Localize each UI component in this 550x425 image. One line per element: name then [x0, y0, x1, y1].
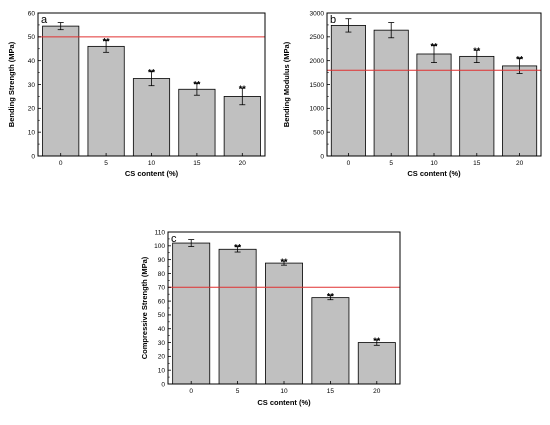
y-tick-label: 0 [161, 381, 165, 388]
bar [330, 24, 366, 157]
y-axis-title: Compressive Strength (MPa) [140, 256, 149, 359]
significance-marker: ** [430, 41, 438, 51]
significance-marker: ** [373, 336, 381, 346]
y-tick-label: 80 [158, 271, 166, 278]
y-tick-label: 40 [28, 58, 36, 65]
x-tick-label: 0 [347, 160, 351, 167]
y-tick-label: 10 [158, 367, 166, 374]
y-tick-label: 2500 [310, 34, 325, 41]
panel-c: ** ** ** ** 0 10 20 30 40 50 60 70 80 90 100 110 0 5 10 15 2… [140, 229, 401, 407]
y-tick-label: 110 [155, 229, 166, 236]
x-tick-label: 10 [430, 160, 438, 167]
y-tick-label: 20 [28, 106, 36, 113]
bar [178, 88, 216, 157]
y-tick-label: 0 [320, 153, 324, 160]
x-tick-label: 0 [189, 388, 193, 395]
x-tick-label: 5 [236, 388, 240, 395]
bar [311, 297, 350, 385]
y-tick-label: 60 [28, 10, 36, 17]
x-tick-label: 15 [327, 388, 335, 395]
y-tick-label: 50 [28, 34, 36, 41]
y-tick-label: 1500 [310, 82, 325, 89]
y-tick-label: 60 [158, 298, 166, 305]
significance-marker: ** [239, 84, 247, 94]
x-axis-title: CS content (%) [125, 169, 179, 178]
y-tick-label: 30 [28, 82, 36, 89]
significance-marker: ** [103, 36, 111, 46]
panel-b: ** ** ** 0 500 1000 1500 2000 2500 3000 0 5 10 15 20 CS… [282, 10, 542, 178]
x-tick-label: 20 [516, 160, 524, 167]
y-tick-label: 1000 [310, 106, 325, 113]
bar [223, 96, 261, 157]
bar [502, 65, 538, 157]
x-tick-label: 10 [280, 388, 288, 395]
y-tick-label: 40 [158, 326, 166, 333]
bar [218, 248, 257, 385]
x-tick-label: 0 [59, 160, 63, 167]
significance-marker: ** [148, 67, 156, 77]
significance-marker: ** [280, 257, 288, 267]
bar [357, 342, 396, 385]
bar [265, 262, 303, 385]
y-axis-title: Bending Modulus (MPa) [282, 41, 291, 127]
y-tick-label: 30 [158, 340, 166, 347]
bar [172, 242, 211, 385]
panel-a: ** ** ** ** 0 10 20 30 40 50 60 0 5 10 15 20 CS content … [7, 10, 266, 178]
x-tick-label: 15 [193, 160, 201, 167]
bar [416, 53, 452, 157]
significance-marker: ** [516, 54, 524, 64]
x-tick-label: 5 [104, 160, 108, 167]
significance-marker: ** [234, 243, 242, 253]
x-tick-label: 20 [373, 388, 381, 395]
bar [132, 78, 171, 157]
x-tick-label: 10 [148, 160, 156, 167]
significance-marker: ** [327, 292, 335, 302]
x-axis-title: CS content (%) [407, 169, 461, 178]
panel-letter: a [41, 14, 48, 26]
y-tick-label: 50 [158, 312, 166, 319]
y-tick-label: 2000 [310, 58, 325, 65]
y-tick-label: 500 [313, 129, 324, 136]
bar [459, 55, 495, 157]
y-tick-label: 20 [158, 354, 166, 361]
y-tick-label: 90 [158, 257, 166, 264]
y-axis-title: Bending Strength (MPa) [7, 41, 16, 127]
y-tick-label: 0 [31, 153, 35, 160]
significance-marker: ** [193, 79, 201, 89]
significance-marker: ** [473, 46, 481, 56]
y-tick-label: 100 [154, 243, 165, 250]
panel-letter: b [330, 14, 336, 26]
bar [87, 45, 125, 157]
x-axis-title: CS content (%) [257, 398, 311, 407]
x-tick-label: 20 [239, 160, 247, 167]
bar [373, 29, 409, 157]
y-tick-label: 70 [158, 285, 166, 292]
x-tick-label: 15 [473, 160, 481, 167]
panel-letter: c [171, 233, 177, 245]
bar [42, 25, 80, 157]
y-tick-label: 10 [28, 129, 36, 136]
x-tick-label: 5 [389, 160, 393, 167]
y-tick-label: 3000 [310, 10, 325, 17]
